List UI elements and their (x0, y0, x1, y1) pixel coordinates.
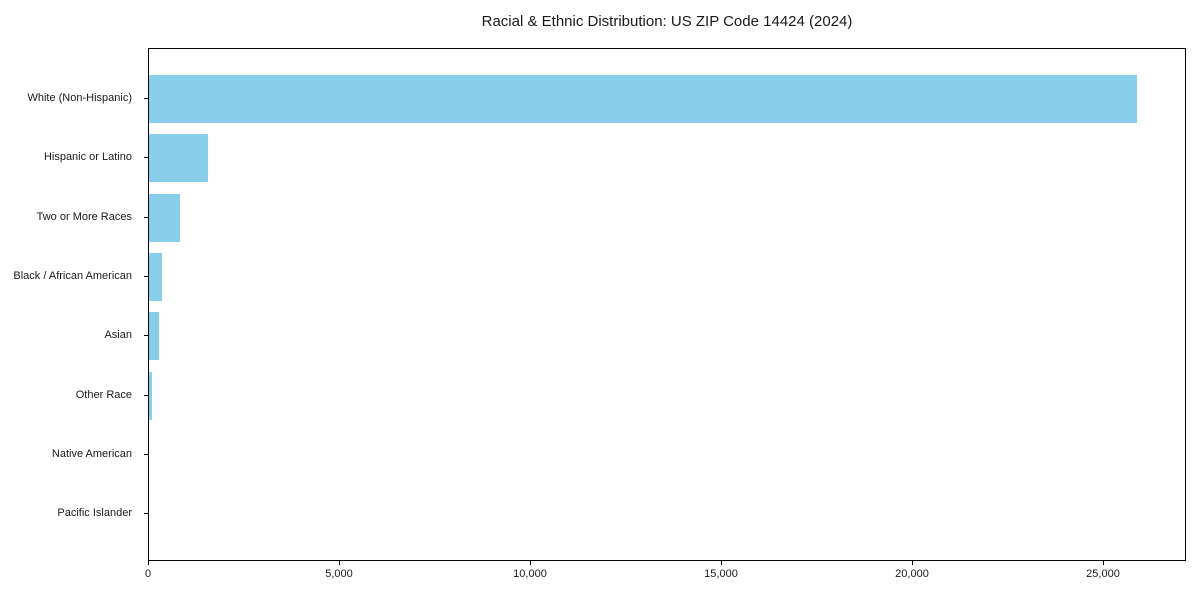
y-tick-mark (144, 395, 148, 396)
chart-title: Racial & Ethnic Distribution: US ZIP Cod… (481, 13, 853, 30)
plot-area (148, 48, 1186, 561)
x-tick-mark (148, 561, 149, 565)
y-tick-mark (144, 335, 148, 336)
bar-two-or-more-races (149, 194, 180, 242)
x-tick-label: 0 (144, 568, 152, 580)
bar-white-non-hispanic (149, 75, 1137, 123)
y-tick-mark (144, 276, 148, 277)
y-tick-label: Pacific Islander (57, 507, 132, 519)
bar-asian (149, 312, 159, 360)
x-tick-mark (912, 561, 913, 565)
x-tick-mark (530, 561, 531, 565)
y-tick-label: Black / African American (13, 270, 132, 282)
x-tick-label: 20,000 (895, 568, 929, 580)
x-tick-label: 10,000 (513, 568, 547, 580)
bar-other-race (149, 372, 152, 420)
y-tick-label: Hispanic or Latino (43, 151, 132, 163)
y-tick-label: Two or More Races (36, 211, 132, 223)
y-tick-mark (144, 513, 148, 514)
y-tick-label: Other Race (75, 389, 132, 401)
y-tick-mark (144, 157, 148, 158)
y-tick-mark (144, 454, 148, 455)
y-tick-mark (144, 217, 148, 218)
x-tick-mark (1103, 561, 1104, 565)
y-tick-label: Asian (104, 329, 132, 341)
y-tick-mark (144, 98, 148, 99)
bar-black-african-american (149, 253, 162, 301)
x-tick-label: 5,000 (325, 568, 353, 580)
x-tick-mark (339, 561, 340, 565)
y-tick-label: Native American (51, 448, 132, 460)
x-tick-label: 15,000 (704, 568, 738, 580)
x-tick-label: 25,000 (1086, 568, 1120, 580)
y-tick-label: White (Non-Hispanic) (27, 92, 132, 104)
bar-hispanic-or-latino (149, 134, 208, 182)
x-tick-mark (721, 561, 722, 565)
